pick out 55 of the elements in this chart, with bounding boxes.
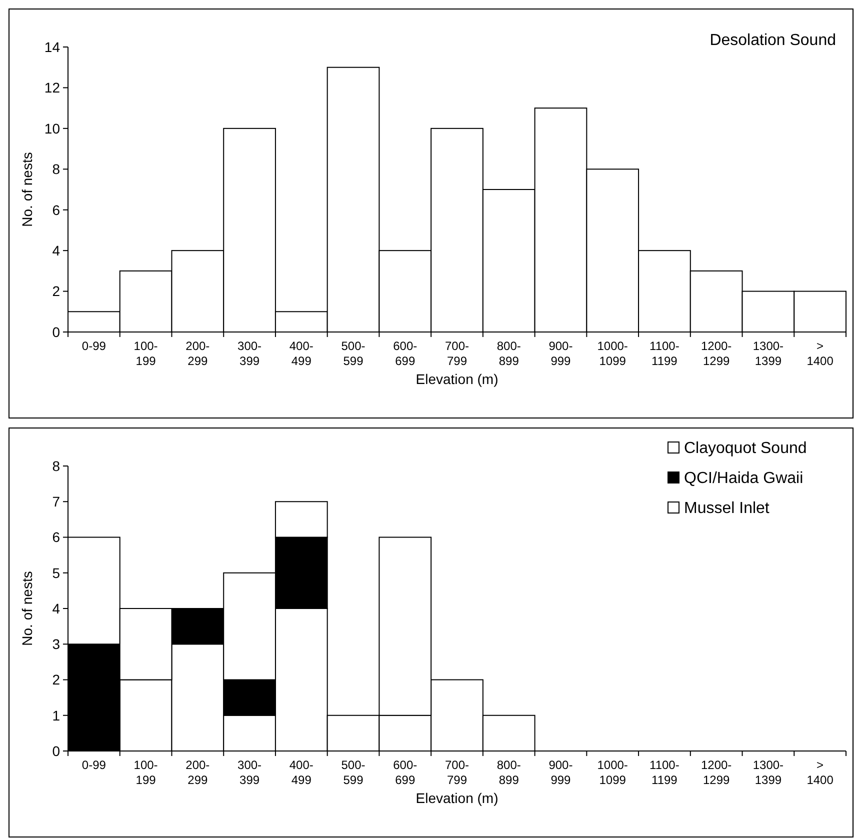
- legend-label: Clayoquot Sound: [684, 440, 807, 457]
- x-tick-label: 300- 399: [238, 758, 262, 787]
- x-tick-label: 1000- 1099: [597, 758, 628, 787]
- y-tick-label: 0: [52, 742, 60, 759]
- x-tick-label: 200- 299: [186, 758, 210, 787]
- x-tick-label: 700- 799: [444, 339, 470, 368]
- y-tick-label: 8: [52, 161, 60, 178]
- x-tick-label: 100- 199: [134, 339, 158, 368]
- x-tick-label: 1100- 1199: [650, 339, 680, 368]
- y-tick-label: 10: [44, 120, 60, 136]
- x-tick-label: 1200- 1299: [700, 758, 732, 787]
- x-tick-label: 400- 499: [289, 758, 314, 787]
- y-tick-label: 4: [52, 242, 60, 258]
- y-tick-label: 0: [52, 324, 60, 340]
- x-axis-title: Elevation (m): [416, 790, 498, 806]
- x-tick-label: 1100- 1199: [650, 758, 680, 787]
- x-tick-label: 800- 899: [496, 339, 521, 368]
- x-tick-label: 300- 399: [238, 339, 262, 368]
- y-tick-label: 8: [52, 458, 60, 474]
- x-tick-label: 0-99: [82, 339, 106, 353]
- x-tick-label: 500- 599: [341, 758, 366, 787]
- x-tick-label: 600- 699: [393, 339, 418, 368]
- x-tick-label: 800- 899: [496, 758, 521, 787]
- x-tick-label: 1200- 1299: [700, 339, 732, 368]
- legend-label: Mussel Inlet: [684, 500, 770, 517]
- y-axis-title: No. of nests: [19, 571, 35, 646]
- y-tick-label: 6: [52, 529, 60, 546]
- x-tick-label: 500- 599: [341, 339, 366, 368]
- x-tick-label: 600- 699: [393, 758, 418, 787]
- x-axis-title: Elevation (m): [416, 371, 498, 387]
- y-tick-label: 6: [52, 202, 60, 218]
- y-tick-label: 5: [52, 564, 60, 581]
- y-tick-label: 2: [52, 672, 60, 688]
- x-tick-label: 900- 999: [548, 339, 573, 368]
- x-tick-label: 100- 199: [134, 758, 158, 787]
- x-tick-label: 900- 999: [548, 758, 573, 787]
- y-tick-label: 2: [52, 283, 60, 300]
- y-tick-label: 4: [52, 600, 60, 616]
- y-tick-label: 14: [44, 38, 60, 55]
- y-tick-label: 7: [52, 494, 60, 510]
- x-tick-label: > 1400: [806, 339, 834, 368]
- x-tick-label: 1000- 1099: [597, 339, 628, 368]
- chart-title: Desolation Sound: [710, 32, 836, 49]
- x-tick-label: > 1400: [806, 758, 834, 787]
- x-tick-label: 1300- 1399: [752, 758, 784, 787]
- x-tick-label: 700- 799: [444, 758, 470, 787]
- x-tick-label: 200- 299: [186, 339, 210, 368]
- x-tick-label: 1300- 1399: [752, 339, 784, 368]
- x-tick-label: 400- 499: [289, 339, 314, 368]
- legend-label: QCI/Haida Gwaii: [684, 470, 804, 487]
- x-tick-label: 0-99: [82, 758, 106, 772]
- y-tick-label: 3: [52, 636, 60, 652]
- y-tick-label: 1: [52, 707, 60, 724]
- y-tick-label: 12: [44, 80, 60, 96]
- y-axis-title: No. of nests: [19, 152, 35, 227]
